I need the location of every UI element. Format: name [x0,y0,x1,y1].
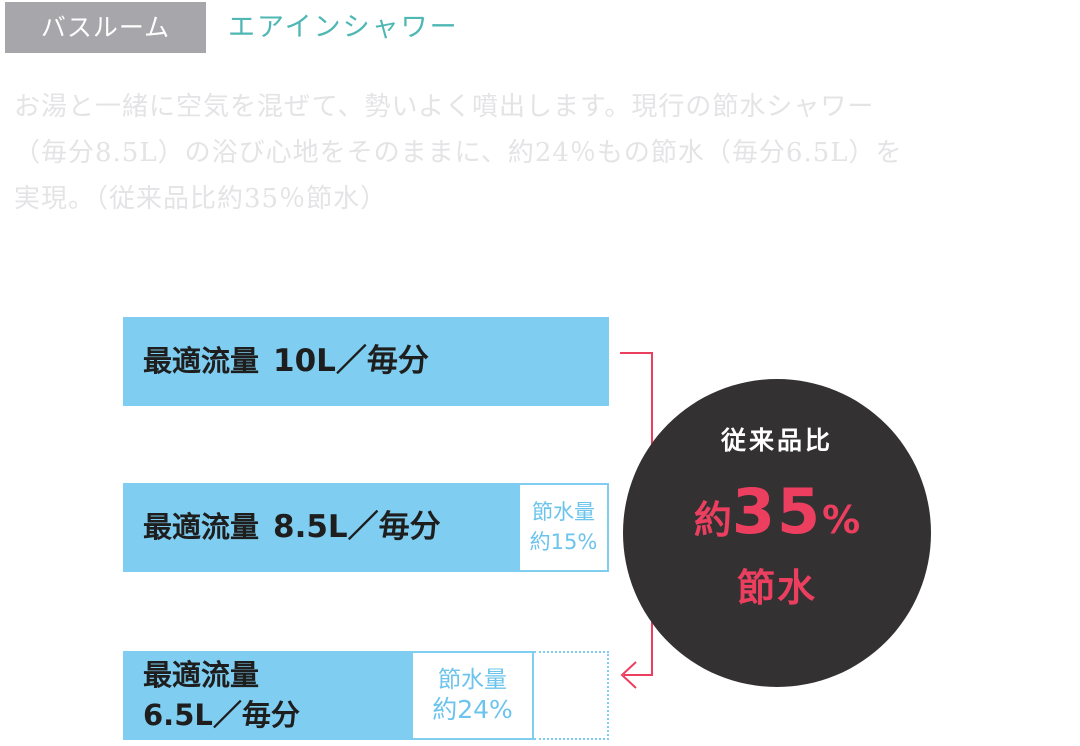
flow-bar-airin: 最適流量 6.5L／毎分 [123,651,411,740]
circle-sub: 節水 [736,566,817,610]
flow-bar-current: 最適流量 10L／毎分 [123,317,609,406]
circle-value-number: 35 [731,475,823,548]
savings-circle: 従来品比 約35% 節水 [623,379,931,687]
water-saving-label: 節水量 [438,667,507,693]
flow-bar-text: 最適流量 8.5L／毎分 [143,483,441,572]
water-saving-value: 約24% [432,695,513,724]
flow-value: 6.5L／毎分 [143,698,300,732]
description-line: 実現。（従来品比約35％節水） [14,184,388,214]
flow-value: 8.5L／毎分 [273,509,441,545]
flow-bar-text: 最適流量 6.5L／毎分 [143,655,300,735]
water-saving-box: 節水量 約15% [518,483,609,572]
flow-name: 最適流量 [143,510,260,544]
flow-value: 10L／毎分 [273,343,429,379]
water-saving-label: 節水量 [532,500,595,524]
circle-value-percent: % [822,498,861,542]
circle-value-prefix: 約 [693,498,732,542]
circle-label: 従来品比 [720,426,833,455]
saved-amount-outline [534,651,609,740]
description: お湯と一緒に空気を混ぜて、勢いよく噴出します。現行の節水シャワー （毎分8.5L… [14,84,1078,222]
circle-value: 約35% [623,475,931,548]
water-saving-box: 節水量 約24% [411,651,534,740]
description-line: （毎分8.5L）の浴び心地をそのままに、約24％もの節水（毎分6.5L）を [14,138,903,168]
flow-bar-text: 最適流量 10L／毎分 [143,317,429,406]
flow-bar-standard: 最適流量 8.5L／毎分 [123,483,520,572]
flow-name: 最適流量 [143,658,260,692]
product-title: エアインシャワー [228,12,459,43]
category-label: バスルーム [5,2,206,53]
water-saving-value: 約15% [529,530,598,554]
flow-name: 最適流量 [143,344,260,378]
description-line: お湯と一緒に空気を混ぜて、勢いよく噴出します。現行の節水シャワー [14,92,875,122]
